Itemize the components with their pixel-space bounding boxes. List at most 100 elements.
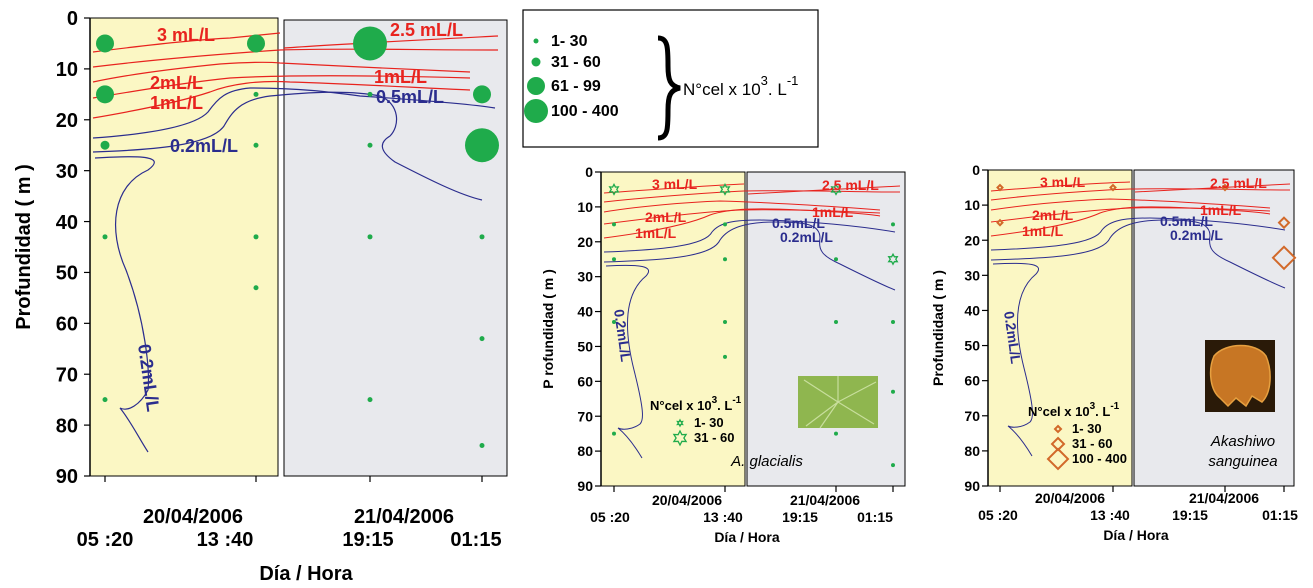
data-point — [612, 431, 616, 436]
isoline-label: 2mL/L — [1032, 207, 1074, 223]
data-point — [612, 320, 616, 325]
isoline-label: 1mL/L — [812, 204, 854, 220]
time-label: 13 :40 — [1090, 507, 1130, 523]
isoline-label: 0.2mL/L — [611, 308, 634, 363]
y-tick-label: 10 — [577, 199, 593, 215]
date-label: 20/04/2006 — [143, 506, 243, 528]
data-point — [723, 257, 727, 262]
night-background — [283, 19, 508, 477]
panel-legend-label: 1- 30 — [694, 415, 724, 430]
legend-unit-mid: . L — [768, 80, 787, 99]
isoline-label: 0.2mL/L — [1170, 227, 1223, 243]
data-point — [891, 463, 895, 468]
x-axis-label: Día / Hora — [714, 529, 780, 545]
panel-legend-title-base: N°cel x 10 — [1028, 404, 1090, 419]
y-tick-label: 30 — [964, 267, 980, 283]
data-point — [891, 320, 895, 325]
night-background — [746, 171, 906, 487]
isoline-label: 2mL/L — [645, 209, 687, 225]
time-label: 01:15 — [857, 509, 893, 525]
isoline-label: 0.2mL/L — [1001, 310, 1024, 365]
data-point — [887, 252, 899, 266]
y-tick-label: 50 — [577, 338, 593, 354]
y-axis-label: Profundidad ( m ) — [930, 270, 946, 386]
time-label: 19:15 — [1172, 507, 1208, 523]
isoline-label: 0.2mL/L — [780, 229, 833, 245]
legend-unit-exp2: -1 — [787, 73, 799, 88]
panel-legend-title-base: N°cel x 10 — [650, 398, 712, 413]
legend-marker — [527, 77, 545, 95]
legend-label: 1- 30 — [551, 33, 588, 50]
data-point — [723, 222, 727, 227]
time-label: 05 :20 — [77, 529, 134, 551]
data-point — [253, 234, 259, 240]
y-tick-label: 80 — [964, 443, 980, 459]
legend-label: 100 - 400 — [551, 103, 619, 120]
isoline-1ml-b — [92, 80, 471, 119]
data-point — [834, 257, 838, 262]
data-point — [367, 142, 373, 148]
panel-legend-exp: 3 — [712, 395, 718, 406]
species-photo-cell — [1209, 344, 1271, 408]
isoline-label: 2.5 mL/L — [390, 20, 463, 40]
data-point — [102, 234, 108, 240]
y-tick-label: 60 — [56, 314, 78, 336]
data-point — [253, 285, 259, 291]
isoline-1ml-a — [92, 75, 471, 99]
legend-unit-prefix: N°cel x 10 — [683, 80, 761, 99]
data-point — [608, 182, 620, 196]
time-label: 13 :40 — [703, 509, 743, 525]
isoline-label: 0.5mL/L — [772, 215, 825, 231]
y-tick-label: 20 — [964, 232, 980, 248]
panel-legend-mid: . L — [1095, 404, 1110, 419]
legend-brace — [657, 35, 681, 141]
isoline-label: 2mL/L — [150, 73, 203, 93]
time-label: 05 :20 — [978, 507, 1018, 523]
time-label: 19:15 — [342, 529, 393, 551]
data-point — [253, 91, 259, 97]
data-point — [1109, 183, 1117, 192]
data-point — [996, 183, 1004, 192]
data-point — [473, 85, 491, 104]
data-markers — [608, 182, 899, 468]
legend-marker — [533, 38, 539, 44]
species-name: A. glacialis — [730, 453, 803, 470]
data-point — [891, 389, 895, 394]
isoline-label: 0.2mL/L — [170, 136, 238, 156]
legend-marker — [524, 99, 548, 123]
y-tick-label: 50 — [56, 263, 78, 285]
panel-legend-marker — [676, 418, 684, 428]
night-background — [1133, 169, 1295, 487]
oxygen-isolines — [990, 181, 1291, 457]
panel-legend-mid: . L — [717, 398, 732, 413]
panel-legend-label: 31 - 60 — [694, 430, 734, 445]
panel-legend-marker — [1046, 447, 1070, 471]
data-point — [100, 140, 110, 150]
panel-legend-exp2: -1 — [732, 395, 741, 406]
isoline-label: 1mL/L — [635, 225, 677, 241]
data-point — [723, 354, 727, 359]
data-point — [465, 128, 499, 163]
legend-unit-exp: 3 — [761, 73, 768, 88]
data-point — [719, 182, 731, 196]
time-label: 01:15 — [1262, 507, 1298, 523]
legend-box: 1- 30 31 - 60 61 - 99 100 - 400 N°cel x 103… — [522, 9, 819, 148]
y-tick-label: 0 — [972, 162, 980, 178]
data-point — [247, 34, 265, 53]
data-point — [612, 257, 616, 262]
date-label: 21/04/2006 — [354, 506, 454, 528]
isoline-label: 1mL/L — [1022, 223, 1064, 239]
panel-legend-exp: 3 — [1090, 401, 1096, 412]
data-point — [367, 91, 373, 97]
y-tick-label: 0 — [67, 8, 78, 30]
isoline-label: 1mL/L — [1200, 202, 1242, 218]
isoline-label: 3 mL/L — [652, 176, 698, 192]
legend-items: 1- 30 31 - 60 61 - 99 100 - 400 — [524, 33, 619, 123]
y-tick-label: 30 — [577, 269, 593, 285]
